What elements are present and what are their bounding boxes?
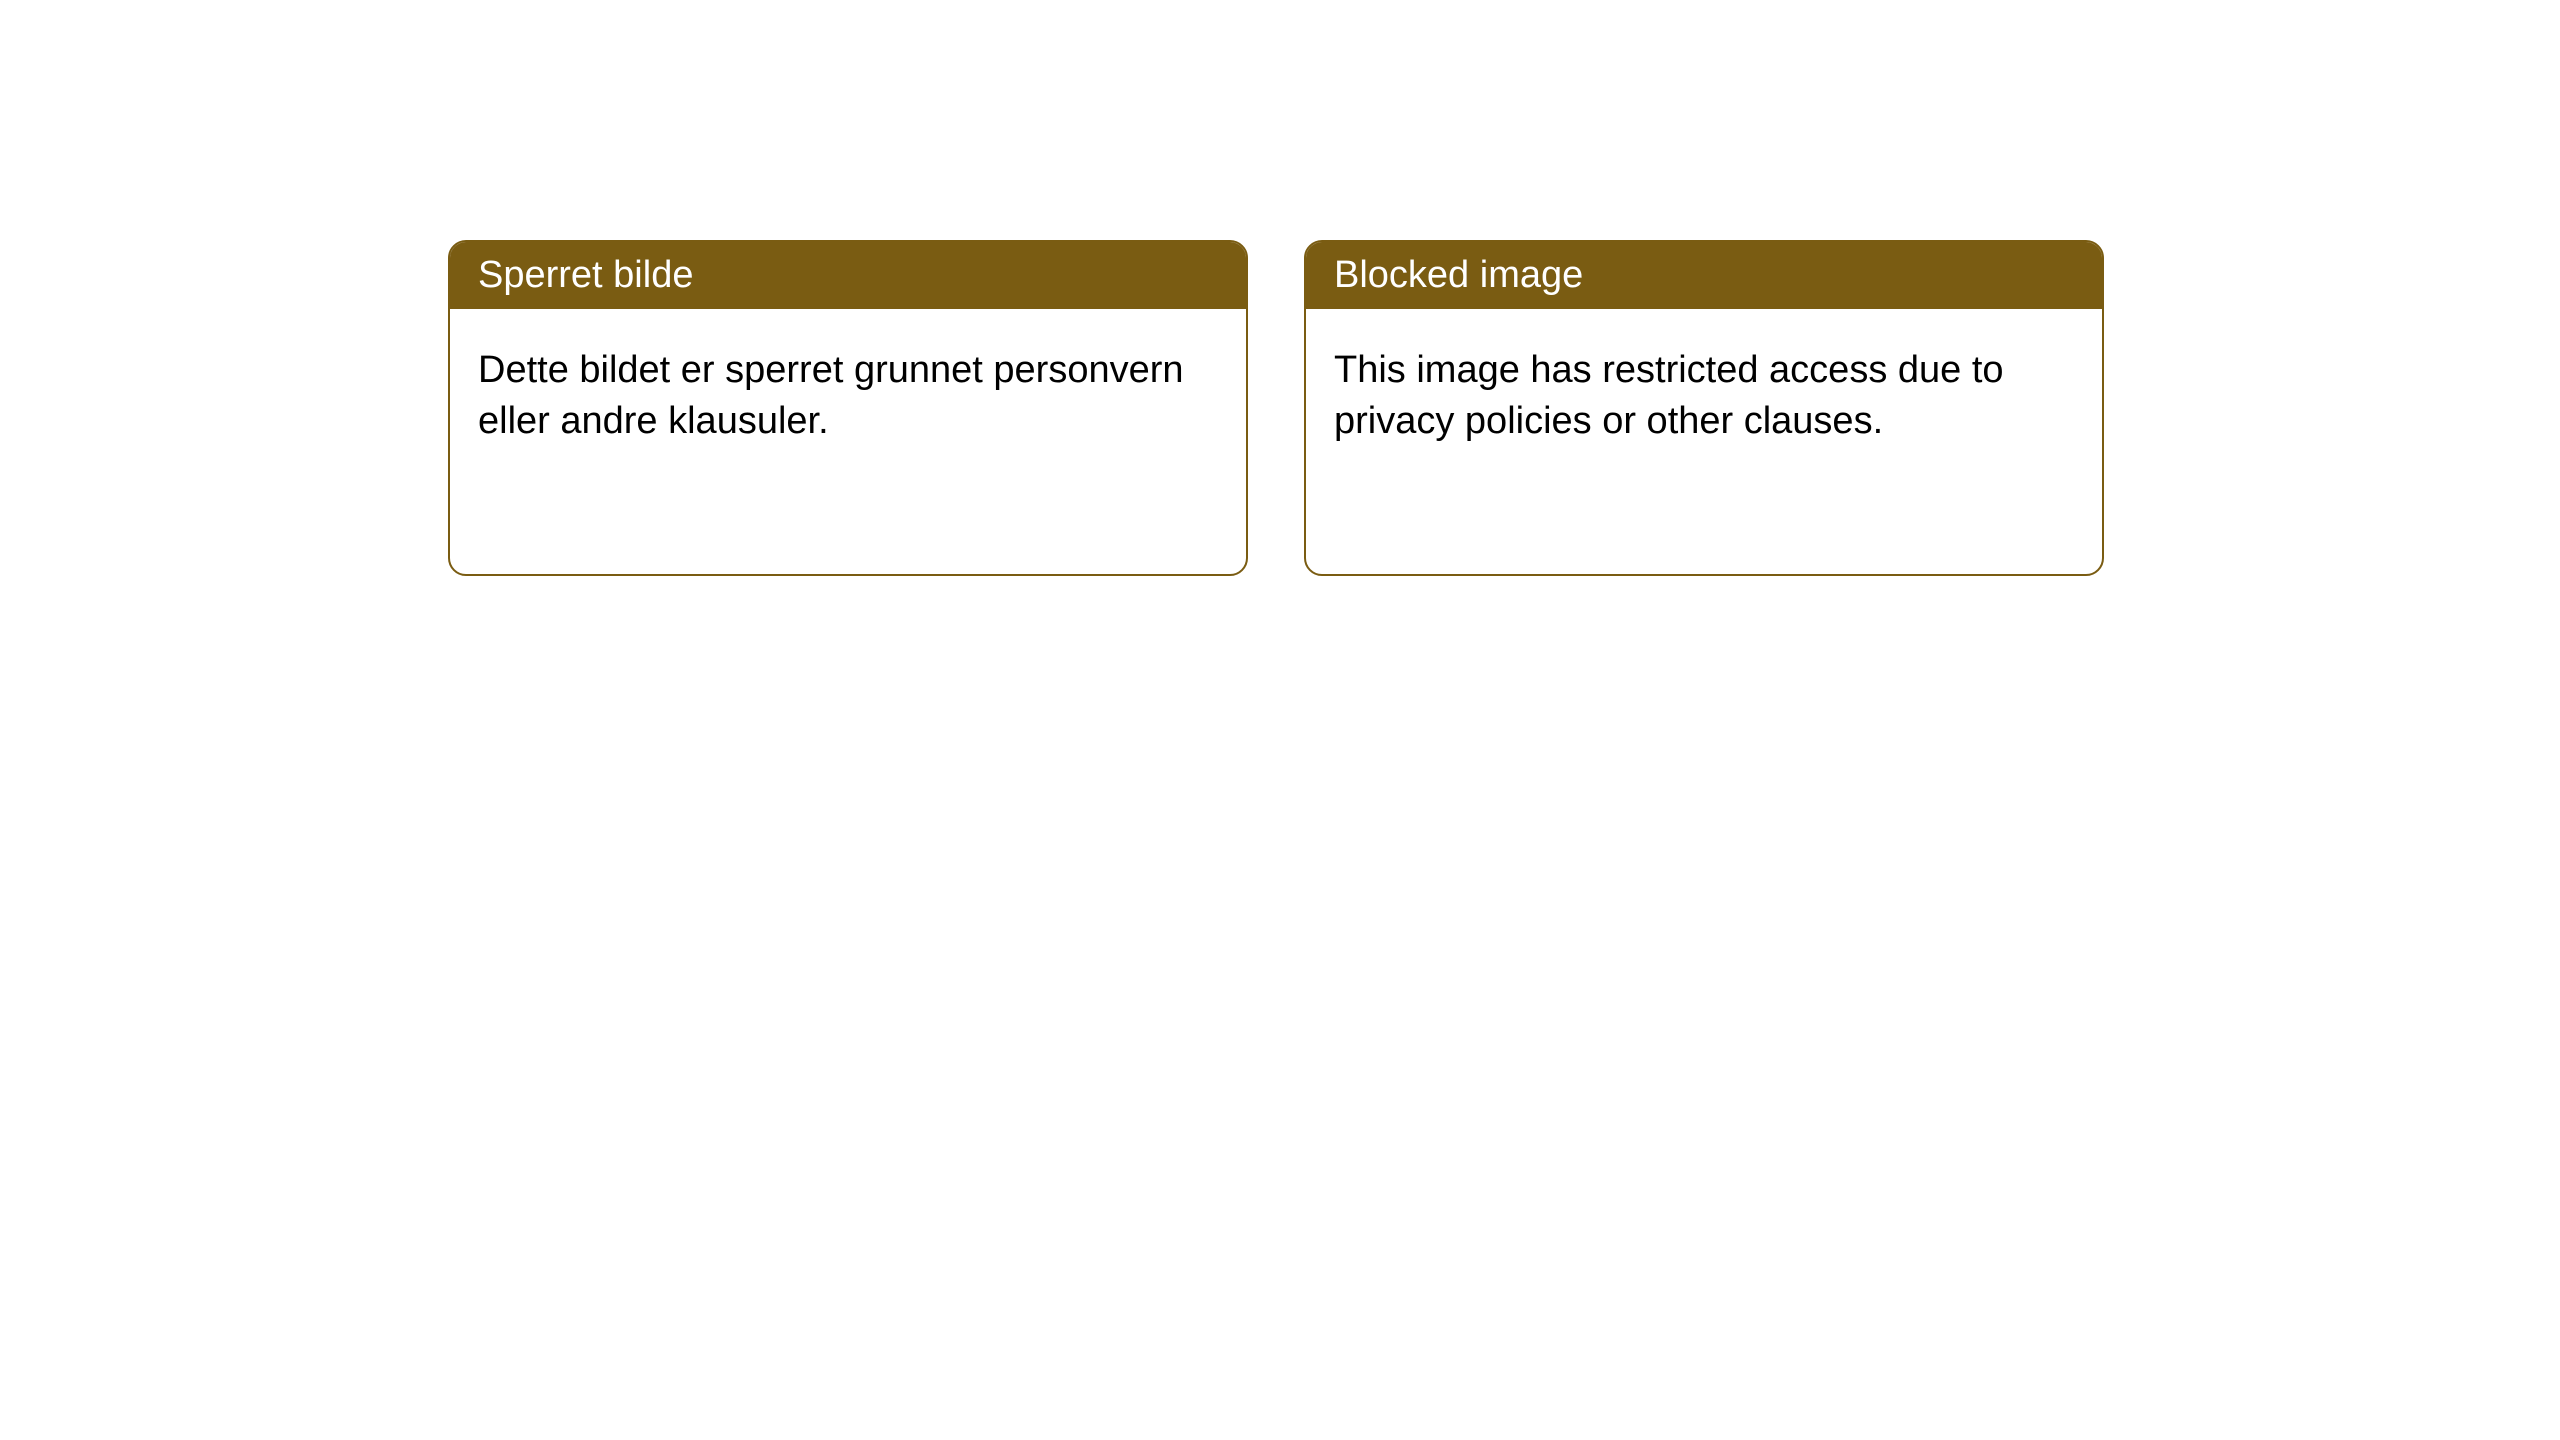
- notice-message: This image has restricted access due to …: [1334, 349, 2004, 442]
- notice-title: Blocked image: [1334, 254, 1583, 296]
- notice-container: Sperret bilde Dette bildet er sperret gr…: [0, 0, 2560, 576]
- notice-header: Sperret bilde: [450, 242, 1246, 309]
- notice-message: Dette bildet er sperret grunnet personve…: [478, 349, 1184, 442]
- notice-header: Blocked image: [1306, 242, 2102, 309]
- notice-body: This image has restricted access due to …: [1306, 309, 2102, 484]
- notice-card-english: Blocked image This image has restricted …: [1304, 240, 2104, 576]
- notice-title: Sperret bilde: [478, 254, 693, 296]
- notice-body: Dette bildet er sperret grunnet personve…: [450, 309, 1246, 484]
- notice-card-norwegian: Sperret bilde Dette bildet er sperret gr…: [448, 240, 1248, 576]
